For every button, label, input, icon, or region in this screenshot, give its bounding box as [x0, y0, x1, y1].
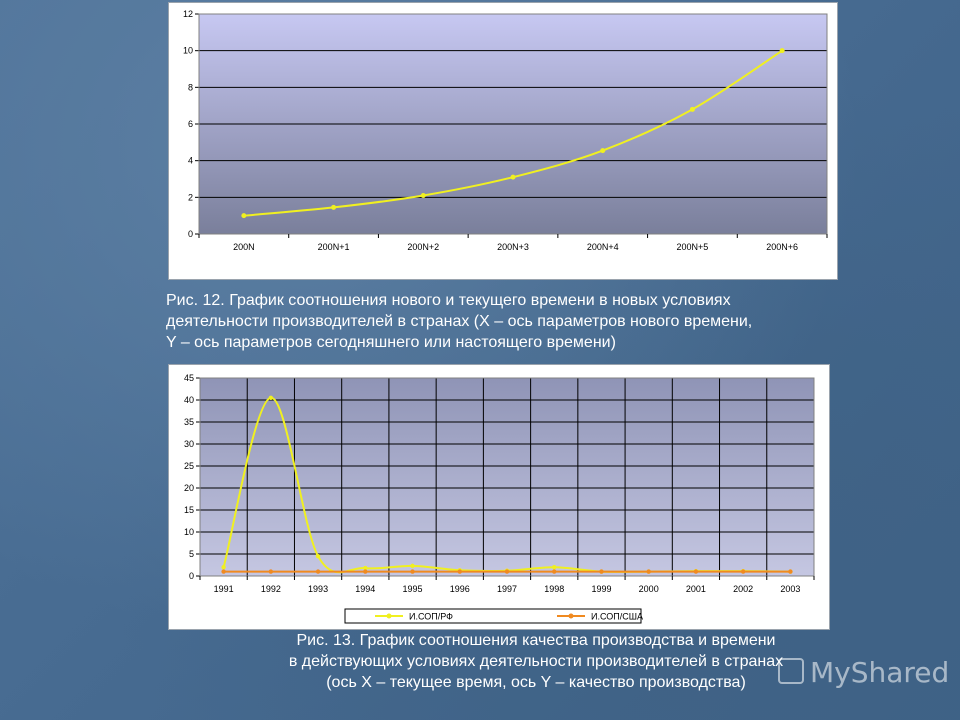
c2-xtick-label: 2000	[639, 584, 659, 594]
c2-plot-area	[200, 378, 814, 576]
c2-xtick-label: 2003	[780, 584, 800, 594]
c2-xtick-label: 1992	[261, 584, 281, 594]
c1-ytick-label: 2	[188, 192, 193, 202]
c2-legend-marker-1	[568, 613, 574, 619]
c2-series-1-point	[599, 569, 604, 574]
c2-series-0-point	[552, 565, 557, 570]
c2-xtick-label: 1999	[591, 584, 611, 594]
c2-xtick-label: 1991	[214, 584, 234, 594]
c1-xtick-label: 200N	[233, 242, 255, 252]
chart-fig13: 0 5 10 15 20 25 30 35 40 45 1991 1992 1993 1994 1995 19…	[168, 364, 830, 630]
c2-series-0-point	[410, 563, 415, 569]
c2-series-0-point	[315, 554, 321, 559]
c2-series-1-point	[552, 569, 557, 574]
c1-ytick-label: 6	[188, 119, 193, 129]
c1-series-0-point	[779, 48, 785, 54]
c2-series-1-point	[457, 569, 462, 574]
c2-series-1-point	[268, 569, 274, 574]
c2-xtick-label: 1998	[544, 584, 564, 594]
chart-fig13-svg: 0 5 10 15 20 25 30 35 40 45 1991 1992 1993 1994 1995 19…	[184, 373, 815, 624]
c2-series-0-point	[221, 565, 226, 570]
c2-series-1-point	[788, 569, 793, 574]
c2-xtick-label: 2001	[686, 584, 706, 594]
c1-xtick-label: 200N+6	[766, 242, 798, 252]
c1-xtick-label: 200N+3	[497, 242, 529, 252]
c1-series-0-point	[331, 204, 337, 210]
c1-ytick-label: 4	[188, 156, 193, 166]
c2-ytick-label: 5	[189, 549, 194, 559]
c2-series-1-point	[504, 569, 510, 574]
c2-xtick-label: 1994	[355, 584, 375, 594]
caption-fig12-line-3: Y – ось параметров сегодняшнего или наст…	[166, 334, 616, 351]
c2-ytick-label: 35	[184, 417, 194, 427]
watermark-logo-icon	[778, 658, 804, 684]
c1-xtick-label: 200N+1	[318, 242, 350, 252]
c2-series-0-point	[268, 395, 274, 400]
caption-fig12-line-1: Рис. 12. График соотношения нового и тек…	[166, 292, 731, 309]
c1-series-0-point	[600, 148, 606, 154]
c1-xtick-label: 200N+4	[587, 242, 619, 252]
c2-series-0-point	[363, 565, 368, 571]
c2-xtick-label: 2002	[733, 584, 753, 594]
caption-fig13-line-1: Рис. 13. График соотношения качества про…	[296, 632, 776, 649]
caption-fig13: Рис. 13. График соотношения качества про…	[236, 630, 836, 693]
c1-ytick-label: 12	[183, 9, 193, 19]
c2-ytick-label: 30	[184, 439, 194, 449]
watermark-text: MyShared	[810, 656, 950, 689]
c1-xtick-label: 200N+2	[407, 242, 439, 252]
c2-series-1-point	[693, 569, 699, 574]
c2-series-1-point	[410, 569, 415, 574]
c1-series-0-point	[689, 106, 695, 112]
c2-ytick-label: 0	[189, 571, 194, 581]
c2-legend-label-1: И.СОП/США	[591, 612, 643, 622]
c2-series-1-point	[740, 569, 746, 574]
c2-ytick-label: 40	[184, 395, 194, 405]
c1-series-0-point	[420, 193, 426, 198]
c2-ytick-label: 20	[184, 483, 194, 493]
c2-series-1-point	[646, 569, 651, 574]
c2-ytick-label: 10	[184, 527, 194, 537]
c2-ytick-label: 25	[184, 461, 194, 471]
c2-xtick-label: 1995	[403, 584, 423, 594]
caption-fig13-line-3: (ось X – текущее время, ось Y – качество…	[326, 674, 746, 691]
c2-legend-label-0: И.СОП/РФ	[409, 612, 453, 622]
c2-xtick-label: 1997	[497, 584, 517, 594]
c1-series-0-point	[510, 174, 516, 180]
c2-series-1-point	[363, 569, 368, 574]
c2-series-1-point	[315, 569, 321, 574]
c2-ytick-label: 45	[184, 373, 194, 383]
c2-legend-marker-0	[386, 613, 392, 619]
c1-series-0-point	[241, 213, 247, 219]
chart-fig12: 0 2 4 6 8 10 12 200N 200N+1 200N+2 200N+3 200N+4 200…	[168, 2, 838, 280]
c1-ytick-label: 8	[188, 82, 193, 92]
c2-series-1-point	[221, 569, 226, 574]
c1-plot-border	[198, 13, 828, 235]
chart-fig12-svg: 0 2 4 6 8 10 12 200N 200N+1 200N+2 200N+3 200N+4 200…	[183, 9, 828, 252]
c2-xtick-label: 1996	[450, 584, 470, 594]
caption-fig13-line-2: в действующих условиях деятельности прои…	[288, 653, 784, 670]
c2-plot-border	[199, 377, 815, 577]
c2-legend	[344, 608, 642, 624]
c1-ytick-label: 10	[183, 46, 193, 56]
c1-xtick-label: 200N+5	[677, 242, 709, 252]
c1-ytick-label: 0	[188, 229, 193, 239]
caption-fig12-line-2: деятельности производителей в странах (X…	[166, 313, 753, 330]
watermark: MyShared	[778, 656, 949, 689]
caption-fig12: Рис. 12. График соотношения нового и тек…	[166, 290, 866, 353]
c2-xtick-label: 1993	[308, 584, 328, 594]
c2-ytick-label: 15	[184, 505, 194, 515]
